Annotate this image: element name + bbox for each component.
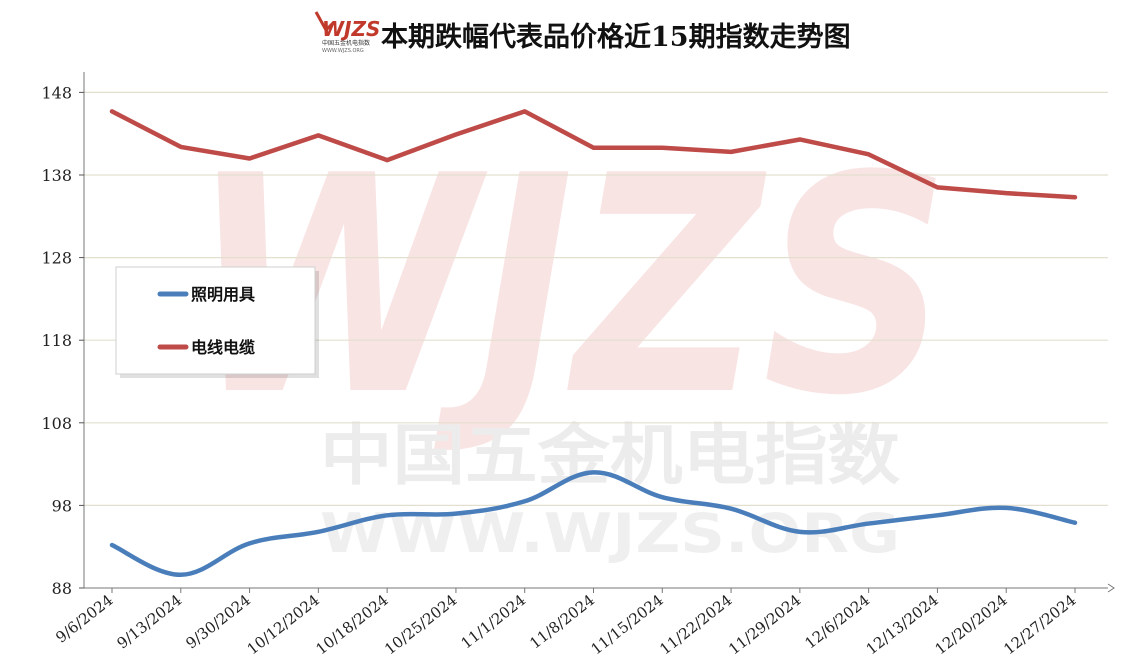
y-tick-label: 128 <box>41 249 72 268</box>
x-tick-label: 12/13/2024 <box>863 591 942 658</box>
y-axis-ticks: 88 98 108 118 128 138 148 <box>41 83 84 598</box>
legend-box <box>115 266 316 375</box>
y-tick-label: 108 <box>41 414 72 433</box>
logo: WJZS 中国五金机电指数 WWW.WJZS.ORG <box>314 11 380 54</box>
y-tick-label: 88 <box>52 579 72 598</box>
x-tick-label: 10/25/2024 <box>381 591 460 658</box>
y-tick-label: 98 <box>52 496 72 515</box>
grid <box>84 91 1108 506</box>
logo-url: WWW.WJZS.ORG <box>322 48 364 54</box>
chart-title: 本期跌幅代表品价格近15期指数走势图 <box>381 22 851 53</box>
series-lines <box>109 109 1078 578</box>
y-tick-label: 138 <box>41 166 72 185</box>
logo-arrow-icon <box>314 11 336 33</box>
x-tick-label: 11/1/2024 <box>457 591 529 653</box>
watermark-mark: WJZS <box>190 112 950 461</box>
x-tick-label: 9/6/2024 <box>52 591 116 647</box>
logo-caption: 中国五金机电指数 <box>322 39 370 47</box>
x-tick-label: 11/22/2024 <box>656 591 735 658</box>
x-tick-label: 9/13/2024 <box>114 591 186 653</box>
y-tick-label: 118 <box>41 331 72 350</box>
legend-label-2: 电线电缆 <box>191 338 255 357</box>
y-tick-label: 148 <box>41 83 72 102</box>
x-tick-label: 12/27/2024 <box>1000 591 1079 658</box>
x-axis-ticks: 9/6/20249/13/20249/30/202410/12/202410/1… <box>52 588 1079 658</box>
x-tick-label: 10/12/2024 <box>244 591 323 658</box>
x-tick-label: 12/20/2024 <box>931 591 1010 658</box>
x-tick-label: 11/29/2024 <box>725 591 804 658</box>
x-axis-arrow-icon <box>1107 583 1115 593</box>
logo-mark: WJZS <box>322 17 380 41</box>
legend-label-1: 照明用具 <box>191 285 255 304</box>
watermark: WJZS 中国五金机电指数 WWW.WJZS.ORG <box>190 112 950 565</box>
watermark-line1: 中国五金机电指数 <box>320 417 900 494</box>
x-tick-label: 11/15/2024 <box>588 591 667 658</box>
x-tick-label: 10/18/2024 <box>312 591 391 658</box>
